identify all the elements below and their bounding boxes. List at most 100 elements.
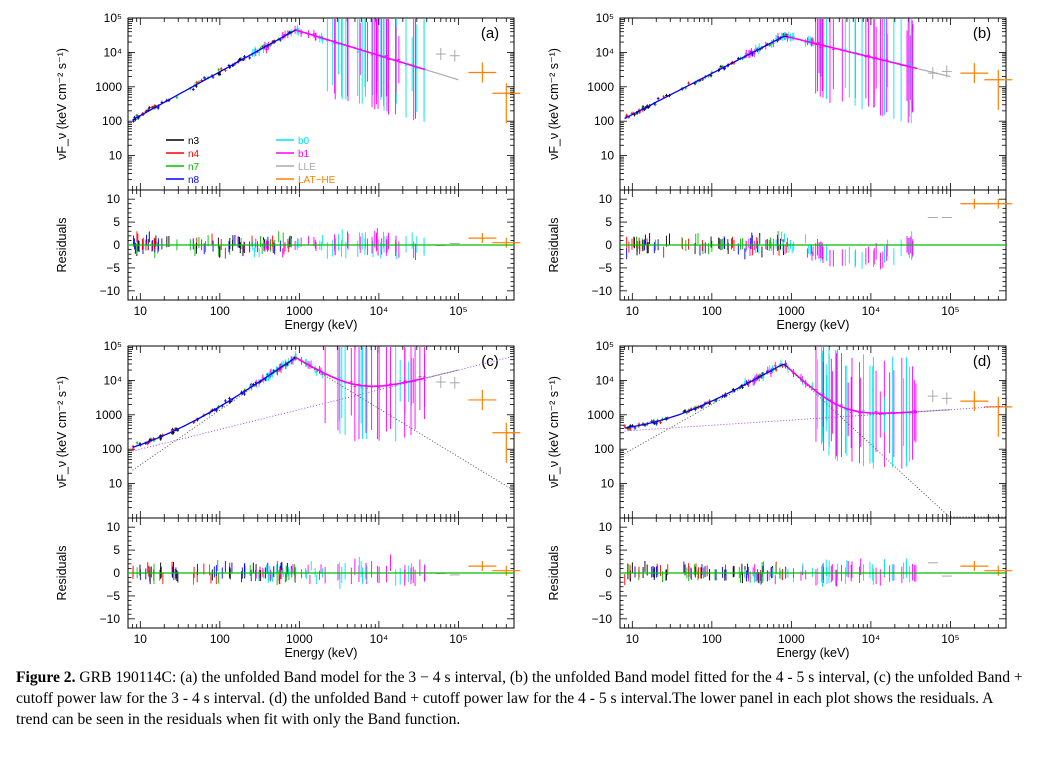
y-tick-label: −10 — [592, 284, 613, 298]
x-tick-label: 10 — [134, 304, 148, 318]
y-tick-label: 1000 — [587, 408, 614, 422]
y-axis-label-bottom: Residuals — [547, 546, 561, 601]
x-tick-label: 10⁵ — [449, 632, 467, 646]
y-tick-label: −5 — [598, 589, 612, 603]
x-tick-label: 1000 — [286, 632, 313, 646]
model-lle — [424, 68, 459, 81]
y-tick-label: 5 — [605, 543, 612, 557]
y-tick-label: −10 — [100, 612, 121, 626]
legend-label: b1 — [298, 149, 310, 160]
caption-label: Figure 2. — [16, 669, 76, 686]
y-tick-label: 1000 — [95, 408, 122, 422]
x-tick-label: 100 — [210, 632, 230, 646]
legend-label: LAT−HE — [298, 175, 336, 186]
lle-points — [435, 375, 460, 576]
y-tick-label: 0 — [605, 566, 612, 580]
y-ticks-top — [128, 17, 514, 191]
y-tick-label: −10 — [100, 284, 121, 298]
x-axis-label: Energy (keV) — [777, 318, 850, 332]
model-curves — [132, 29, 459, 121]
residual-points — [132, 554, 426, 590]
y-tick-label: 10 — [599, 192, 613, 206]
y-axis-label-top: νF_ν (keV cm⁻² s⁻¹) — [547, 376, 561, 488]
residual-points — [626, 231, 914, 270]
x-tick-label: 1000 — [286, 304, 313, 318]
y-tick-label: 10 — [107, 520, 121, 534]
spectrum-frame — [619, 345, 1007, 519]
y-tick-label: 5 — [113, 215, 120, 229]
x-tick-label: 100 — [210, 304, 230, 318]
legend-label: n7 — [188, 162, 200, 173]
y-tick-label: 10 — [109, 149, 123, 163]
model-nai — [132, 356, 297, 449]
data-points — [623, 347, 918, 469]
y-tick-label: 10 — [109, 477, 123, 491]
model-bgo — [295, 356, 426, 388]
lat-points — [468, 389, 521, 576]
model-bgo — [787, 366, 918, 414]
panel-label: (b) — [973, 25, 991, 42]
data-points — [625, 19, 915, 124]
y-ticks-bottom — [128, 198, 514, 292]
x-tick-label: 10⁵ — [941, 632, 959, 646]
legend: n3 n4 n7 n8 b0 b1 LLE LAT−HE — [166, 136, 336, 186]
y-axis-label-bottom: Residuals — [55, 546, 69, 601]
y-tick-label: 100 — [594, 114, 614, 128]
model-bgo — [787, 36, 918, 70]
y-tick-label: 10⁵ — [104, 11, 122, 25]
x-tick-label: 10⁴ — [370, 304, 389, 318]
panel-label: (a) — [481, 25, 499, 42]
y-axis-label-top: νF_ν (keV cm⁻² s⁻¹) — [55, 376, 69, 488]
spectrum-frame — [127, 17, 515, 191]
lle-points — [435, 47, 460, 247]
x-tick-label: 10⁵ — [941, 304, 959, 318]
y-tick-label: 5 — [605, 215, 612, 229]
residual-points — [624, 558, 917, 587]
y-tick-label: 100 — [594, 442, 614, 456]
y-ticks-bottom — [128, 526, 514, 620]
model-nai — [624, 363, 789, 429]
x-ticks — [619, 18, 1007, 300]
y-tick-label: −5 — [598, 261, 612, 275]
y-tick-label: 10⁴ — [595, 45, 614, 59]
y-tick-label: 10⁴ — [595, 373, 614, 387]
y-tick-label: 0 — [113, 566, 120, 580]
y-tick-label: 10 — [601, 477, 615, 491]
y-tick-label: 10⁵ — [596, 11, 614, 25]
x-tick-label: 1000 — [778, 304, 805, 318]
y-tick-label: 10⁴ — [103, 45, 122, 59]
model-nai — [624, 35, 788, 120]
panel-label: (d) — [973, 353, 991, 370]
legend-label: n8 — [188, 175, 200, 186]
y-tick-label: −5 — [106, 589, 120, 603]
y-axis-label-top: νF_ν (keV cm⁻² s⁻¹) — [55, 48, 69, 160]
model-curves — [624, 35, 951, 120]
x-tick-label: 10⁴ — [862, 304, 881, 318]
x-tick-label: 10⁵ — [449, 304, 467, 318]
y-axis-label-top: νF_ν (keV cm⁻² s⁻¹) — [547, 48, 561, 160]
y-tick-label: 100 — [102, 442, 122, 456]
model-cpl-component — [132, 355, 515, 452]
y-tick-label: 100 — [102, 114, 122, 128]
x-tick-label: 10 — [134, 632, 148, 646]
y-ticks-bottom — [620, 198, 1006, 292]
y-ticks-top — [620, 17, 1006, 191]
y-tick-label: 10 — [601, 149, 615, 163]
x-tick-label: 10⁴ — [370, 632, 389, 646]
y-axis-label-bottom: Residuals — [55, 218, 69, 273]
model-band-component — [132, 358, 515, 491]
lle-points — [927, 390, 952, 577]
model-curves — [624, 363, 1007, 518]
x-axis-label: Energy (keV) — [285, 318, 358, 332]
model-band-component — [624, 364, 1006, 518]
lat-points — [960, 391, 1013, 576]
y-tick-label: 5 — [113, 543, 120, 557]
y-ticks-top — [620, 345, 1006, 519]
legend-label: LLE — [298, 162, 316, 173]
legend-label: n4 — [188, 149, 200, 160]
